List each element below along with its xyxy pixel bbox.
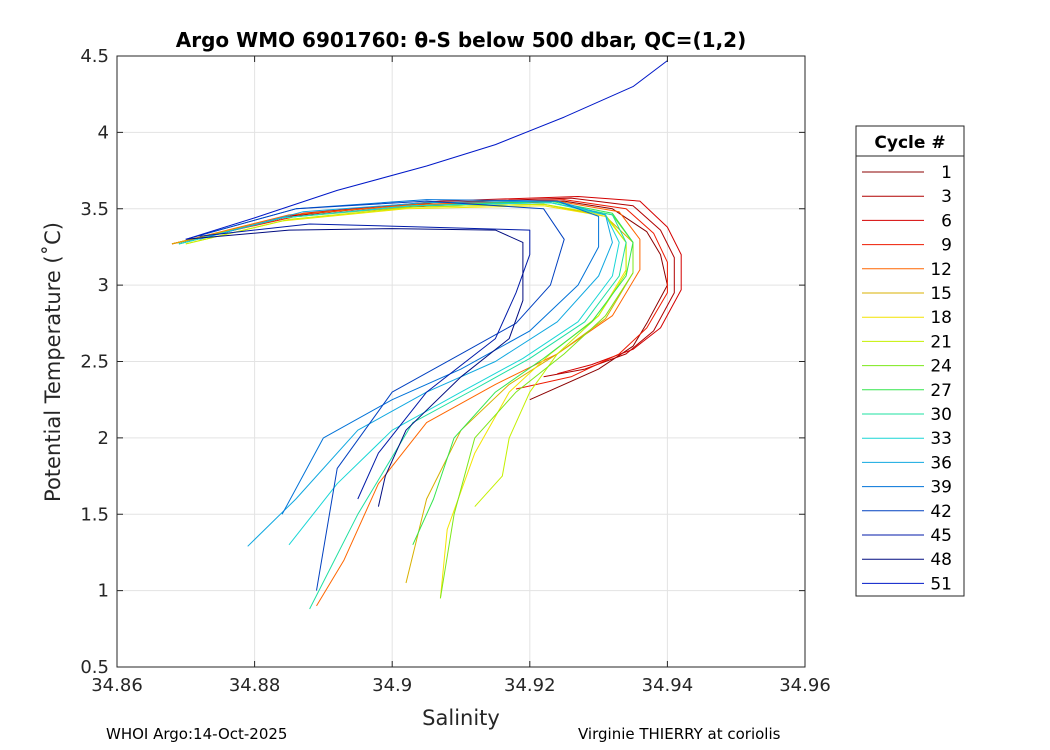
series-lines (171, 60, 682, 610)
y-tick-label: 1 (98, 581, 109, 602)
series-line-cycle-51 (185, 60, 668, 240)
legend-label: 36 (930, 453, 952, 473)
axis-ticks: 34.86 34.88 34.9 34.92 34.94 34.96 0.5 1 1.5 2 2.5… (80, 46, 830, 696)
legend-box (855, 125, 965, 597)
legend-label: 12 (930, 260, 952, 280)
x-tick-label: 34.94 (642, 675, 694, 696)
y-tick-label: 4.5 (80, 46, 109, 67)
x-tick-label: 34.92 (504, 675, 556, 696)
x-axis-label: Salinity (422, 706, 500, 730)
legend-label: 21 (930, 332, 952, 352)
x-tick-label: 34.88 (229, 675, 281, 696)
legend-title: Cycle # (874, 133, 945, 153)
legend-label: 3 (941, 187, 952, 207)
y-tick-label: 3 (98, 275, 109, 296)
footer-left-credit: WHOI Argo:14-Oct-2025 (106, 725, 288, 743)
legend-label: 42 (930, 502, 952, 522)
y-tick-label: 2 (98, 428, 109, 449)
series-line-cycle-21 (185, 203, 627, 507)
chart-title: Argo WMO 6901760: θ-S below 500 dbar, QC… (176, 28, 746, 52)
legend-label: 15 (930, 284, 952, 304)
footer-right-credit: Virginie THIERRY at coriolis (578, 725, 781, 743)
legend-label: 39 (930, 478, 952, 498)
legend-label: 1 (941, 163, 952, 183)
y-tick-label: 4 (98, 122, 109, 143)
x-tick-label: 34.86 (91, 675, 143, 696)
y-tick-label: 1.5 (80, 504, 109, 525)
y-tick-label: 3.5 (80, 199, 109, 220)
y-axis-label: Potential Temperature (˚C) (41, 222, 65, 502)
x-tick-label: 34.9 (372, 675, 412, 696)
series-line-cycle-39 (185, 199, 600, 515)
series-line-cycle-36 (199, 200, 613, 547)
legend-label: 30 (930, 405, 952, 425)
legend-label: 33 (930, 429, 952, 449)
series-line-cycle-33 (178, 202, 620, 546)
series-line-cycle-48 (185, 228, 524, 507)
y-tick-label: 2.5 (80, 352, 109, 373)
legend-label: 45 (930, 526, 952, 546)
legend-label: 27 (930, 381, 952, 401)
legend-label: 9 (941, 236, 952, 256)
series-line-cycle-42 (185, 200, 565, 591)
legend-label: 6 (941, 211, 952, 231)
legend-label: 18 (930, 308, 952, 328)
legend-label: 51 (930, 574, 952, 594)
y-tick-label: 0.5 (80, 657, 109, 678)
legend-label: 48 (930, 550, 952, 570)
legend-label: 24 (930, 357, 952, 377)
x-tick-label: 34.96 (779, 675, 831, 696)
